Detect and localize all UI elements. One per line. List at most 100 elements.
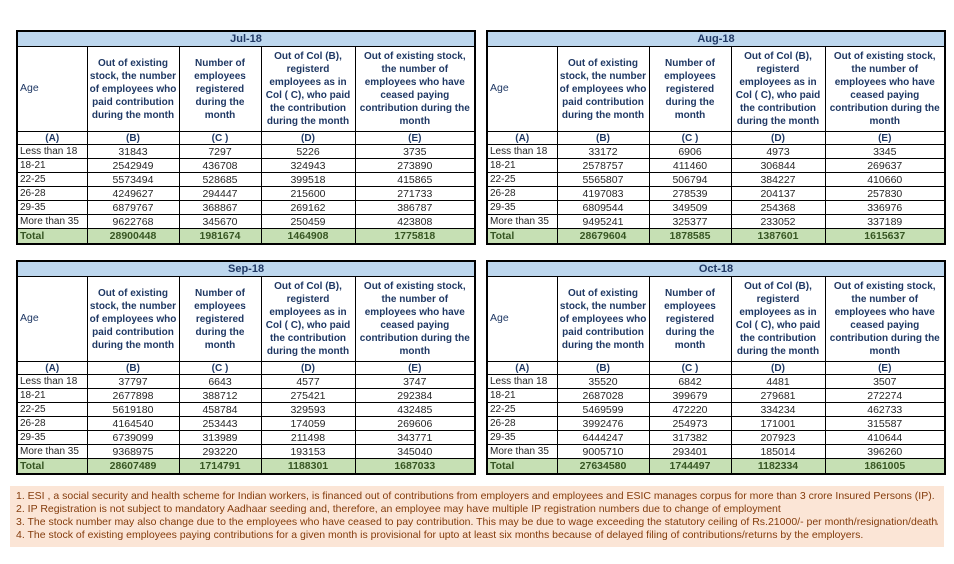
footnote-2: 2. IP Registration is not subject to man… (16, 503, 781, 515)
total-label: Total (486, 458, 558, 475)
age-group-label: 29-35 (16, 430, 88, 445)
data-cell: 215600 (260, 186, 356, 201)
table-row: More than 35 9622768 345670 250459 423808 (16, 214, 476, 229)
data-cell: 193153 (260, 444, 356, 459)
data-cell: 2578757 (556, 158, 650, 173)
data-cell: 462733 (824, 402, 946, 417)
month-header: Jul-18 (16, 30, 476, 47)
data-cell: 6444247 (556, 430, 650, 445)
age-group-label: 26-28 (16, 416, 88, 431)
letter-e: (E) (824, 131, 946, 145)
letter-c: (C ) (178, 131, 262, 145)
total-cell: 28900448 (86, 228, 180, 245)
age-group-label: 22-25 (486, 402, 558, 417)
data-cell: 324943 (260, 158, 356, 173)
monthly-table-jul: Jul-18 Age Out of existing stock, the nu… (16, 30, 477, 245)
data-cell: 35520 (556, 374, 650, 389)
col-d-header: Out of Col (B), registerd employees as i… (730, 46, 826, 132)
monthly-table-aug: Aug-18 Age Out of existing stock, the nu… (486, 30, 946, 245)
total-cell: 1878585 (648, 228, 732, 245)
col-e-header: Out of existing stock, the number of emp… (824, 46, 946, 132)
col-e-header: Out of existing stock, the number of emp… (354, 46, 476, 132)
data-cell: 410644 (824, 430, 946, 445)
data-cell: 399679 (648, 388, 732, 403)
age-group-label: Less than 18 (486, 144, 558, 159)
data-cell: 411460 (648, 158, 732, 173)
data-cell: 6739099 (86, 430, 180, 445)
column-letter-row: (A) (B) (C ) (D) (E) (486, 361, 946, 375)
table-row: Less than 18 35520 6842 4481 3507 (486, 374, 946, 389)
age-group-label: 26-28 (486, 416, 558, 431)
table-row: 29-35 6444247 317382 207923 410644 (486, 430, 946, 445)
col-c-header: Number of employees registered during th… (648, 46, 732, 132)
data-cell: 337189 (824, 214, 946, 229)
data-cell: 306844 (730, 158, 826, 173)
total-row: Total 28900448 1981674 1464908 1775818 (16, 228, 476, 245)
column-letter-row: (A) (B) (C ) (D) (E) (486, 131, 946, 145)
data-cell: 6879767 (86, 200, 180, 215)
data-cell: 396260 (824, 444, 946, 459)
data-cell: 294447 (178, 186, 262, 201)
data-cell: 4197083 (556, 186, 650, 201)
data-cell: 334234 (730, 402, 826, 417)
data-cell: 415865 (354, 172, 476, 187)
data-cell: 254973 (648, 416, 732, 431)
age-group-label: 18-21 (486, 388, 558, 403)
month-header: Sep-18 (16, 260, 476, 277)
data-cell: 9005710 (556, 444, 650, 459)
data-cell: 253443 (178, 416, 262, 431)
data-cell: 279681 (730, 388, 826, 403)
letter-e: (E) (824, 361, 946, 375)
letter-e: (E) (354, 131, 476, 145)
letter-c: (C ) (178, 361, 262, 375)
data-cell: 329593 (260, 402, 356, 417)
table-row: More than 35 9005710 293401 185014 396260 (486, 444, 946, 459)
age-group-label: 18-21 (16, 158, 88, 173)
data-cell: 174059 (260, 416, 356, 431)
age-group-label: More than 35 (486, 444, 558, 459)
age-group-label: 26-28 (16, 186, 88, 201)
col-c-header: Number of employees registered during th… (178, 46, 262, 132)
data-cell: 233052 (730, 214, 826, 229)
table-row: 26-28 4197083 278539 204137 257830 (486, 186, 946, 201)
total-cell: 1861005 (824, 458, 946, 475)
data-cell: 2677898 (86, 388, 180, 403)
age-group-label: 18-21 (16, 388, 88, 403)
data-cell: 423808 (354, 214, 476, 229)
age-group-label: 29-35 (16, 200, 88, 215)
month-header: Oct-18 (486, 260, 946, 277)
col-c-header: Number of employees registered during th… (648, 276, 732, 362)
age-group-label: More than 35 (16, 444, 88, 459)
letter-a: (A) (486, 361, 558, 375)
data-cell: 3345 (824, 144, 946, 159)
data-cell: 293401 (648, 444, 732, 459)
column-letter-row: (A) (B) (C ) (D) (E) (16, 131, 476, 145)
col-d-header: Out of Col (B), registerd employees as i… (260, 46, 356, 132)
data-cell: 271733 (354, 186, 476, 201)
age-group-label: 22-25 (486, 172, 558, 187)
data-cell: 5619180 (86, 402, 180, 417)
table-row: Less than 18 31843 7297 5226 3735 (16, 144, 476, 159)
letter-d: (D) (730, 361, 826, 375)
age-group-label: 29-35 (486, 430, 558, 445)
column-header-row: Age Out of existing stock, the number of… (16, 276, 476, 362)
data-cell: 4249627 (86, 186, 180, 201)
table-row: 29-35 6809544 349509 254368 336976 (486, 200, 946, 215)
age-group-label: 18-21 (486, 158, 558, 173)
total-row: Total 28679604 1878585 1387601 1615637 (486, 228, 946, 245)
age-column-header: Age (16, 276, 88, 362)
letter-b: (B) (86, 361, 180, 375)
table-row: More than 35 9495241 325377 233052 337189 (486, 214, 946, 229)
total-cell: 1714791 (178, 458, 262, 475)
age-group-label: 26-28 (486, 186, 558, 201)
table-row: 18-21 2578757 411460 306844 269637 (486, 158, 946, 173)
age-group-label: Less than 18 (16, 144, 88, 159)
data-cell: 410660 (824, 172, 946, 187)
data-cell: 9622768 (86, 214, 180, 229)
data-cell: 275421 (260, 388, 356, 403)
data-cell: 254368 (730, 200, 826, 215)
table-row: Less than 18 33172 6906 4973 3345 (486, 144, 946, 159)
footnote-3: 3. The stock number may also change due … (16, 516, 938, 528)
total-cell: 1182334 (730, 458, 826, 475)
table-row: 26-28 4249627 294447 215600 271733 (16, 186, 476, 201)
